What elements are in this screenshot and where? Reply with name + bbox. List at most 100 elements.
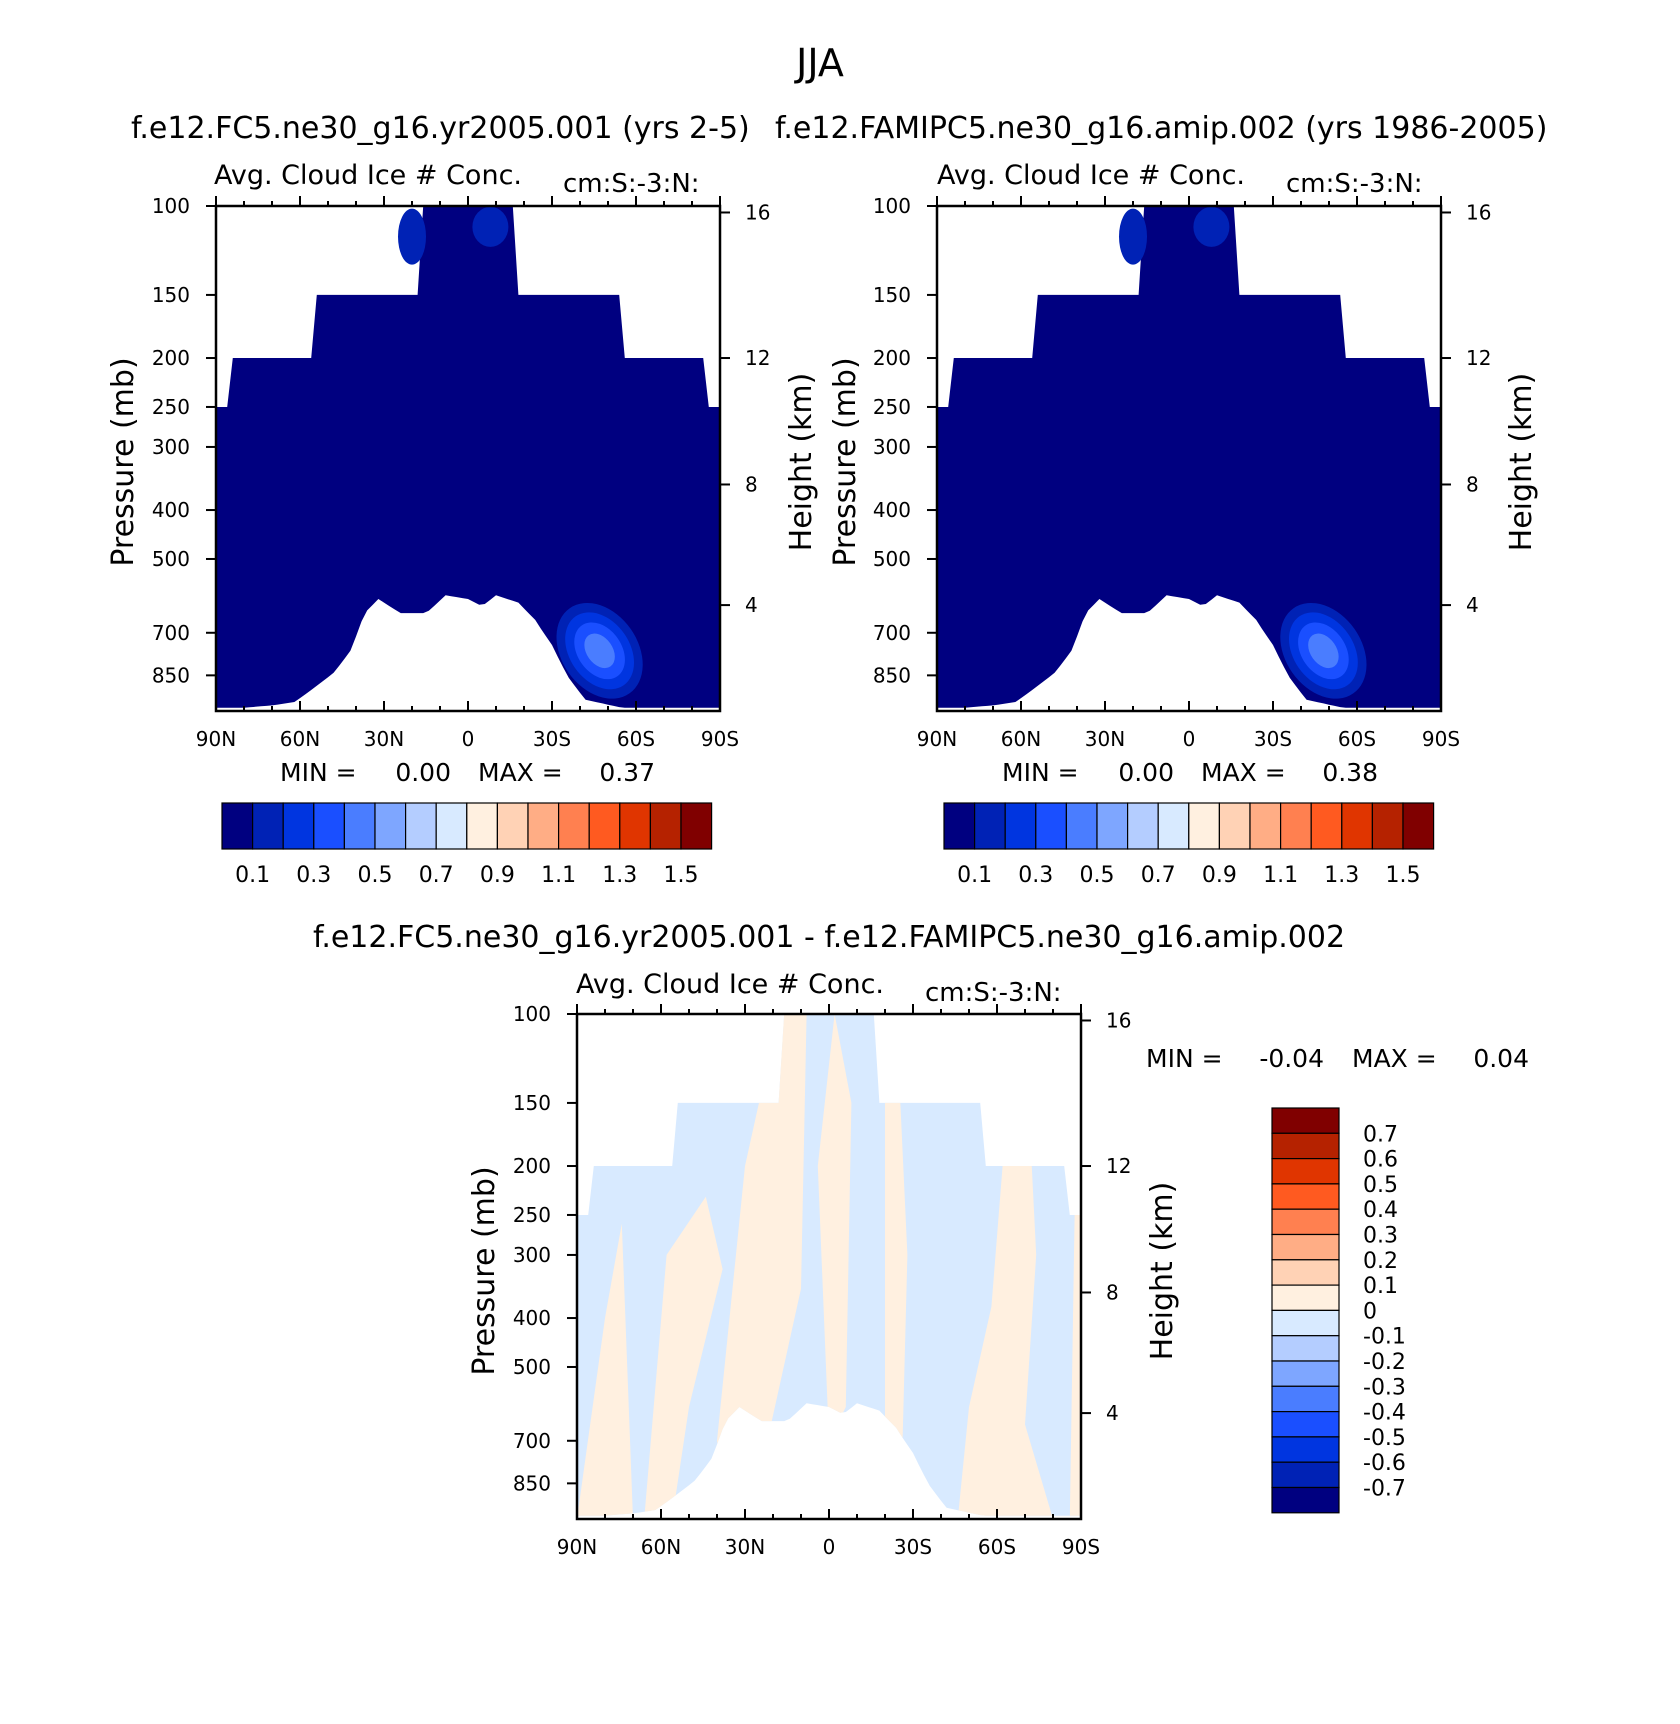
colorbar-label: 1.3 — [602, 863, 637, 888]
y2-tick-label: 8 — [745, 472, 758, 496]
x-tick-label: 60N — [280, 727, 320, 751]
colorbar-swatch — [1271, 1486, 1340, 1514]
panel-a-y2label: Height (km) — [784, 373, 819, 552]
diff-fill-positive — [885, 1014, 908, 1471]
colorbar-swatch — [527, 802, 560, 850]
panel-b-case-title: f.e12.FAMIPC5.ne30_g16.amip.002 (yrs 198… — [775, 111, 1547, 146]
y2-tick-label: 4 — [1106, 1401, 1119, 1425]
x-tick-label: 90S — [701, 727, 739, 751]
panel-difference: f.e12.FC5.ne30_g16.yr2005.001 - f.e12.FA… — [313, 920, 1529, 1559]
y-tick-label: 250 — [152, 395, 190, 419]
y-tick-label: 300 — [152, 435, 190, 459]
x-tick-label: 90N — [196, 727, 236, 751]
contour-fill-level-0 — [216, 206, 720, 708]
y-tick-label: 500 — [513, 1355, 551, 1379]
colorbar-swatch — [1341, 802, 1374, 850]
panel-b-min-value: 0.00 — [1118, 758, 1174, 787]
panel-c-case-title: f.e12.FC5.ne30_g16.yr2005.001 - f.e12.FA… — [313, 920, 1345, 955]
y-tick-label: 850 — [873, 663, 911, 687]
panel-b-min-label: MIN = — [1002, 758, 1079, 787]
y-tick-label: 200 — [152, 346, 190, 370]
colorbar-label: 0.4 — [1363, 1198, 1398, 1223]
colorbar-swatch — [1271, 1107, 1340, 1134]
y-tick-label: 400 — [152, 498, 190, 522]
diff-fill-positive — [644, 1196, 723, 1516]
colorbar-swatch — [1157, 802, 1190, 850]
colorbar-label: 1.1 — [1263, 863, 1298, 888]
colorbar-swatch — [221, 802, 254, 850]
colorbar-swatch — [405, 802, 437, 850]
y-tick-label: 150 — [513, 1091, 551, 1115]
y2-tick-label: 8 — [1466, 472, 1479, 496]
colorbar-swatch — [1271, 1360, 1340, 1387]
x-tick-label: 90S — [1422, 727, 1460, 751]
colorbar-swatch — [1271, 1461, 1340, 1489]
colorbar-label: -0.4 — [1363, 1401, 1406, 1426]
x-tick-label: 30N — [364, 727, 404, 751]
y-tick-label: 500 — [152, 547, 190, 571]
y-tick-label: 150 — [152, 283, 190, 307]
y-tick-label: 500 — [873, 547, 911, 571]
x-tick-label: 30S — [1254, 727, 1292, 751]
y2-tick-label: 8 — [1106, 1280, 1119, 1304]
x-tick-label: 30S — [533, 727, 571, 751]
diff-fill-positive — [717, 1014, 807, 1516]
contour-fill-level-0 — [937, 206, 1441, 708]
panel-c-max-label: MAX = — [1352, 1044, 1437, 1073]
panel-b-max-label: MAX = — [1201, 758, 1286, 787]
y-tick-label: 700 — [513, 1429, 551, 1453]
panel-a-colorbar: 0.1 0.3 0.5 0.7 0.9 1.1 1.3 1.5 — [221, 802, 713, 888]
panel-b-max-value: 0.38 — [1322, 758, 1378, 787]
colorbar-label: 0.3 — [1363, 1224, 1398, 1249]
colorbar-label: 0.7 — [1363, 1122, 1398, 1147]
colorbar-swatch — [496, 802, 529, 850]
colorbar-label: 0.5 — [1363, 1173, 1398, 1198]
x-tick-label: 30N — [1085, 727, 1125, 751]
y-tick-label: 300 — [513, 1243, 551, 1267]
colorbar-swatch — [1188, 802, 1221, 850]
colorbar-swatch — [282, 802, 315, 850]
x-tick-label: 30S — [894, 1535, 932, 1559]
suptitle: JJA — [794, 41, 844, 85]
y-tick-label: 400 — [513, 1306, 551, 1330]
panel-c-ylabel: Pressure (mb) — [467, 1166, 502, 1375]
y-tick-label: 700 — [873, 621, 911, 645]
y2-tick-label: 16 — [1466, 200, 1491, 224]
y2-tick-label: 4 — [745, 593, 758, 617]
y-tick-label: 100 — [873, 194, 911, 218]
contour-fill-level-1 — [1193, 206, 1230, 247]
panel-b-variable: Avg. Cloud Ice # Conc. — [937, 160, 1245, 191]
panel-a-min-value: 0.00 — [395, 758, 451, 787]
panel-c-colorbar: 0.70.60.50.40.30.20.10-0.1-0.2-0.3-0.4-0… — [1271, 1107, 1406, 1514]
colorbar-label: 1.3 — [1324, 863, 1359, 888]
colorbar-label: 0.1 — [957, 863, 992, 888]
colorbar-swatch — [1371, 802, 1404, 850]
x-tick-label: 0 — [462, 727, 475, 751]
colorbar-label: -0.5 — [1363, 1426, 1406, 1451]
x-tick-label: 0 — [823, 1535, 836, 1559]
y2-tick-label: 12 — [745, 346, 770, 370]
colorbar-swatch — [313, 802, 345, 850]
colorbar-swatch — [973, 802, 1006, 850]
panel-b-contour-plot: 90N 60N 30N 0 30S 60S 90S 100 150 200 250 300 400 500… — [873, 194, 1492, 751]
colorbar-swatch — [1271, 1233, 1340, 1261]
colorbar-label: -0.6 — [1363, 1451, 1406, 1476]
panel-a-units: cm:S:-3:N: — [563, 169, 700, 199]
panel-c-min-value: -0.04 — [1259, 1044, 1324, 1073]
colorbar-swatch — [588, 802, 621, 850]
x-tick-label: 0 — [1183, 727, 1196, 751]
panel-a-contour-plot: 90N 60N 30N 0 30S 60S 90S 100 150 200 250 300 400 500… — [152, 194, 771, 751]
contour-fill-level-4 — [584, 633, 615, 669]
colorbar-swatch — [1271, 1284, 1340, 1311]
colorbar-label: -0.1 — [1363, 1325, 1406, 1350]
contour-fill-level-4 — [1308, 633, 1339, 669]
colorbar-label: 0.1 — [1363, 1274, 1398, 1299]
colorbar-swatch — [1271, 1132, 1340, 1160]
x-tick-label: 90N — [557, 1535, 597, 1559]
colorbar-swatch — [1249, 802, 1282, 850]
colorbar-label: -0.3 — [1363, 1375, 1406, 1400]
panel-c-y2label: Height (km) — [1145, 1182, 1180, 1361]
colorbar-label: 1.5 — [664, 863, 699, 888]
y-tick-label: 250 — [513, 1203, 551, 1227]
colorbar-label: 0.7 — [1141, 863, 1176, 888]
